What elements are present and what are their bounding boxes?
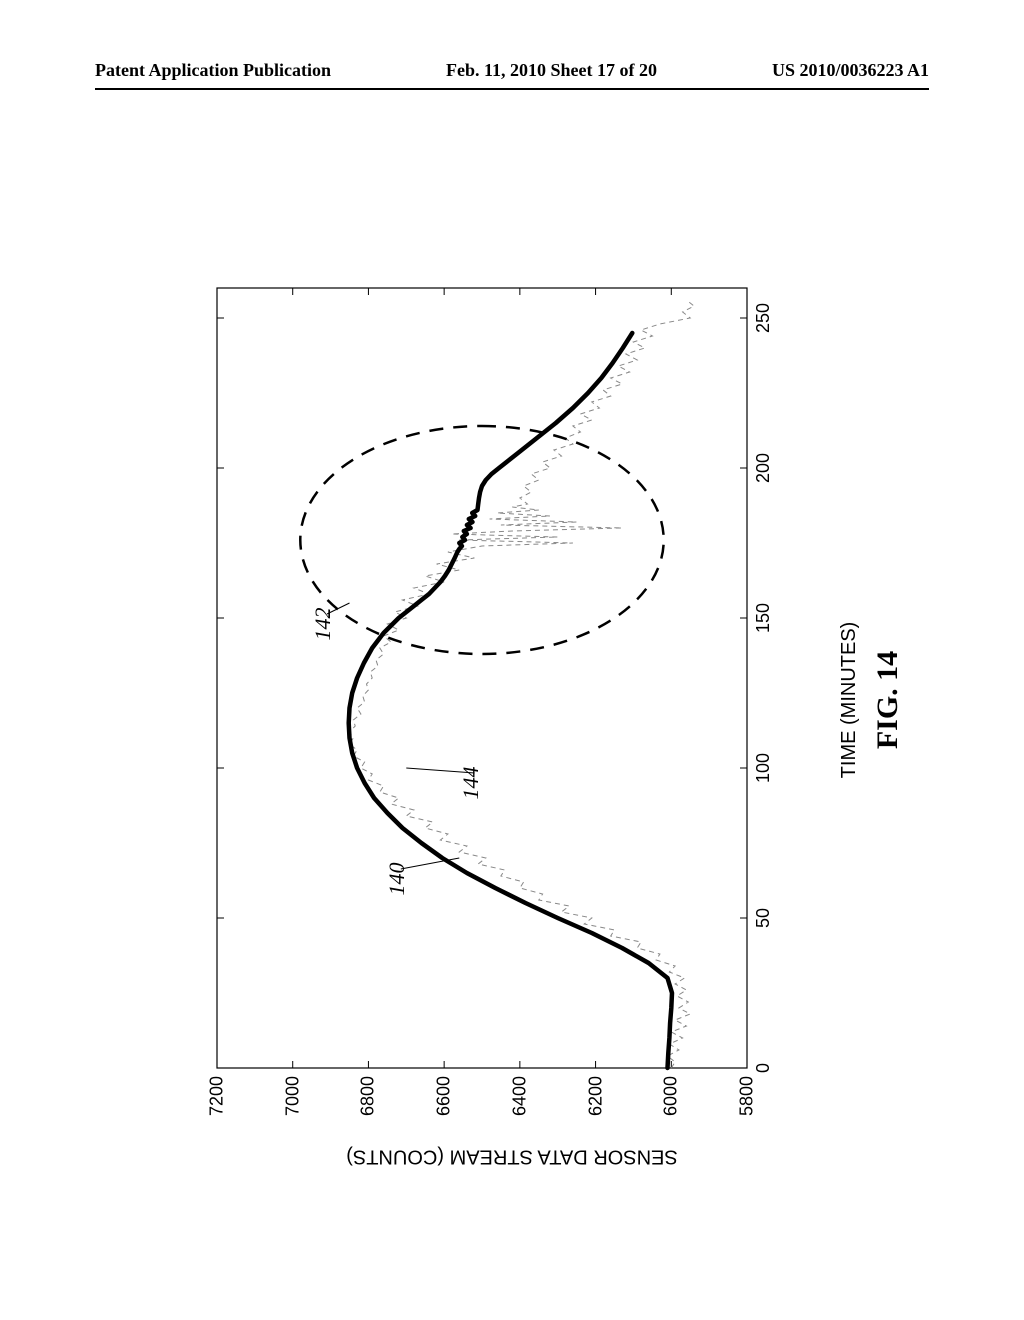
page-header: Patent Application Publication Feb. 11, … (95, 60, 929, 81)
y-axis-label: SENSOR DATA STREAM (COUNTS) (346, 1145, 678, 1168)
chart-panel: SENSOR DATA STREAM (COUNTS) TIME (MINUTE… (207, 270, 817, 1130)
header-center: Feb. 11, 2010 Sheet 17 of 20 (446, 60, 657, 81)
ref-label-144: 144 (458, 767, 484, 800)
x-tick-label: 100 (753, 753, 774, 783)
y-tick-label: 6600 (434, 1076, 455, 1116)
x-tick-label: 150 (753, 603, 774, 633)
y-tick-label: 6200 (585, 1076, 606, 1116)
header-rule (95, 88, 929, 90)
x-axis-label: TIME (MINUTES) (838, 622, 861, 779)
figure-wrap: SENSOR DATA STREAM (COUNTS) TIME (MINUTE… (207, 270, 817, 1130)
chart-svg (207, 270, 775, 1130)
page: Patent Application Publication Feb. 11, … (0, 0, 1024, 1320)
ref-label-140: 140 (384, 863, 410, 896)
header-right: US 2010/0036223 A1 (772, 60, 929, 81)
y-tick-label: 5800 (737, 1076, 758, 1116)
y-tick-label: 7200 (207, 1076, 228, 1116)
y-tick-label: 6400 (509, 1076, 530, 1116)
figure-title: FIG. 14 (871, 651, 905, 749)
x-tick-label: 250 (753, 303, 774, 333)
y-tick-label: 7000 (282, 1076, 303, 1116)
y-tick-label: 6800 (358, 1076, 379, 1116)
ref-label-142: 142 (310, 608, 336, 641)
x-tick-label: 200 (753, 453, 774, 483)
header-left: Patent Application Publication (95, 60, 331, 81)
x-tick-label: 0 (753, 1063, 774, 1073)
x-tick-label: 50 (753, 908, 774, 928)
y-tick-label: 6000 (661, 1076, 682, 1116)
